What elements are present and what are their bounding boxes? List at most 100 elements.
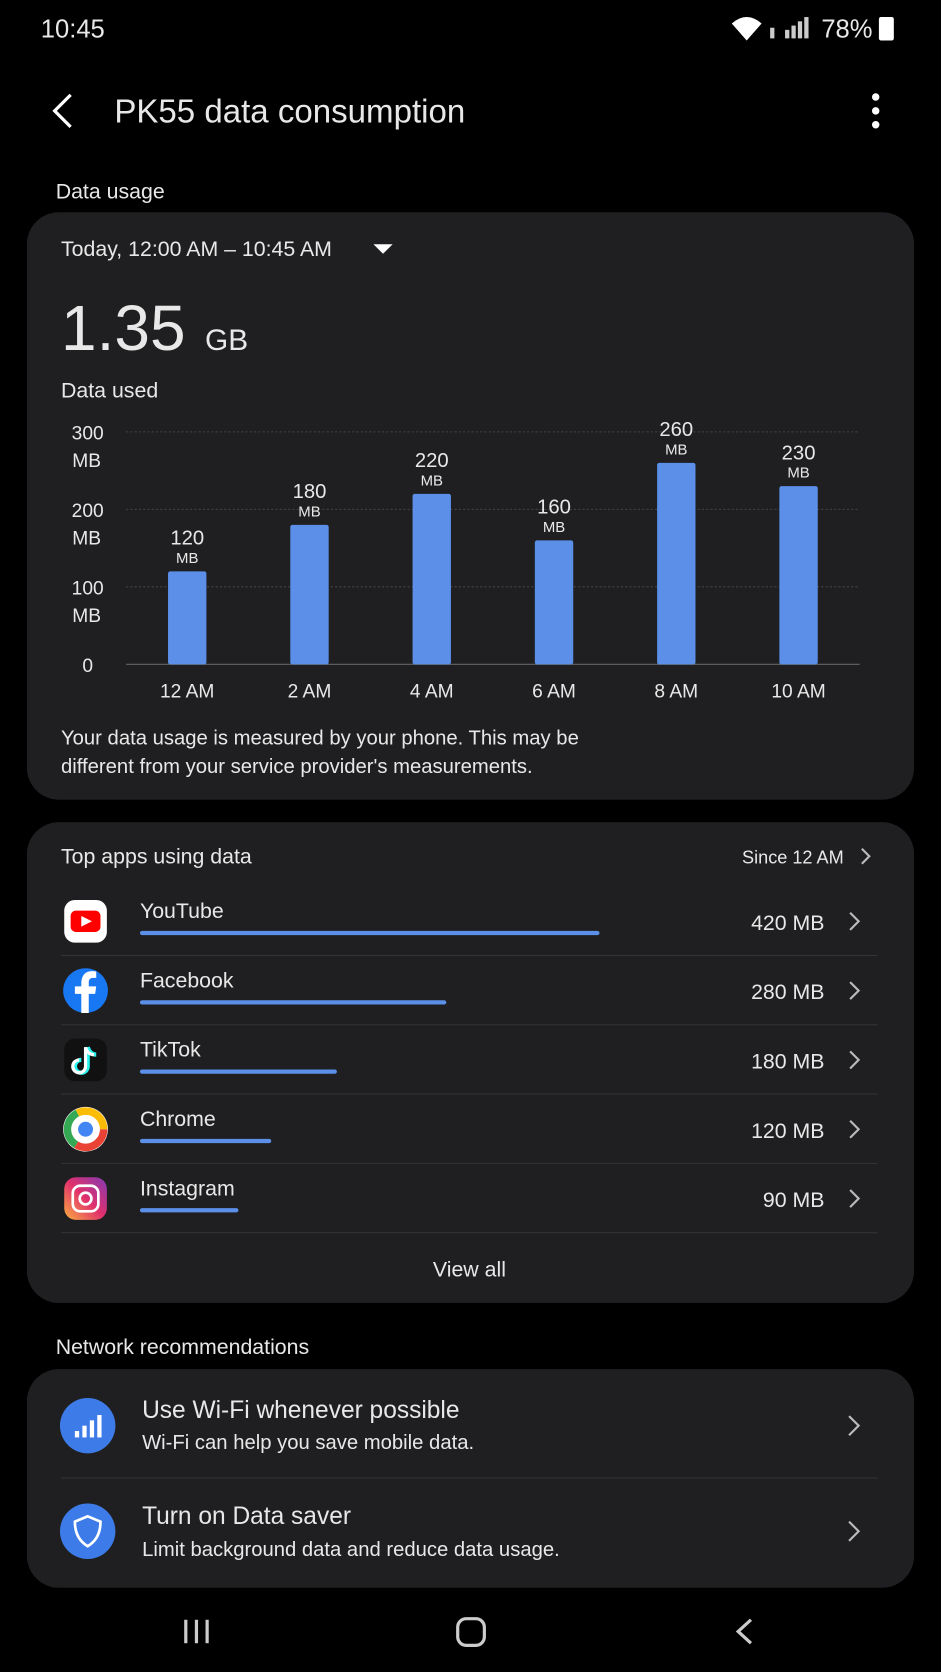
section-label: Network recommendations	[56, 1335, 309, 1359]
value-unit: MB	[421, 472, 443, 489]
value-unit: MB	[543, 519, 565, 536]
chevron	[849, 912, 861, 931]
apps-card	[26, 822, 915, 1304]
view-all[interactable]: View all	[433, 1257, 506, 1281]
y-tick-unit: MB	[72, 451, 101, 472]
usage-bar	[139, 1138, 272, 1144]
x-tick-label: 8 AM	[654, 681, 698, 702]
app-icon-part	[63, 1107, 108, 1152]
usage-bar	[139, 1208, 239, 1213]
value-unit: MB	[298, 503, 320, 520]
x-tick-label: 6 AM	[532, 681, 576, 702]
value-label: 120	[170, 528, 204, 550]
app-icon-part	[74, 971, 97, 1014]
chevron	[849, 981, 861, 1000]
total-usage: 1.35	[61, 292, 186, 364]
usage-bar	[139, 930, 600, 936]
total-unit: GB	[205, 324, 248, 357]
note-line: different from your service provider's m…	[61, 756, 533, 778]
app-icon-part	[71, 1184, 100, 1213]
nav-back-button[interactable]	[735, 1618, 753, 1645]
caption: Data used	[61, 379, 158, 403]
recommendation[interactable]: Turn on Data saver Limit background data…	[59, 1503, 861, 1561]
y-tick-label: 100	[72, 578, 104, 599]
app-usage: 420 MB	[751, 911, 824, 935]
value-label: 160	[537, 497, 571, 519]
app-row[interactable]: Instagram 90 MB	[61, 1176, 878, 1234]
wifi-icon	[731, 17, 762, 41]
app-usage: 90 MB	[763, 1188, 825, 1212]
x-tick-label: 4 AM	[410, 681, 454, 702]
value-label: 220	[415, 450, 449, 472]
app-usage: 120 MB	[751, 1119, 824, 1143]
recents-button[interactable]	[184, 1619, 209, 1644]
app-name: Chrome	[140, 1107, 216, 1131]
chevron[interactable]	[861, 848, 871, 865]
x-tick-label: 10 AM	[771, 681, 825, 702]
rec-subtitle: Wi-Fi can help you save mobile data.	[142, 1432, 474, 1454]
bar	[290, 524, 329, 665]
app-name: TikTok	[140, 1038, 201, 1062]
rec-title: Use Wi-Fi whenever possible	[142, 1397, 459, 1424]
more-menu[interactable]	[871, 93, 880, 129]
battery-text: 78%	[821, 15, 872, 43]
chevron	[849, 1050, 861, 1070]
app-name: YouTube	[140, 899, 224, 923]
app-name: Instagram	[140, 1176, 235, 1200]
bar	[534, 540, 574, 665]
value-label: 260	[659, 419, 693, 441]
app-row[interactable]: Chrome 120 MB	[61, 1106, 878, 1164]
signal-icon	[770, 17, 809, 39]
chevron	[849, 1119, 861, 1139]
bar	[657, 462, 696, 665]
since-link[interactable]: Since 12 AM	[742, 848, 844, 868]
app-usage: 180 MB	[751, 1049, 824, 1073]
recommendation[interactable]: Use Wi-Fi whenever possible Wi-Fi can he…	[59, 1397, 861, 1454]
app-icon-part	[71, 1046, 95, 1075]
value-label: 180	[293, 481, 327, 503]
note-line: Your data usage is measured by your phon…	[61, 727, 579, 749]
app-icon-part	[75, 1119, 96, 1139]
app-row[interactable]: TikTok 180 MB	[61, 1038, 878, 1095]
page-title: PK55 data consumption	[114, 94, 465, 131]
rec-subtitle: Limit background data and reduce data us…	[142, 1539, 560, 1561]
y-tick-label: 300	[72, 423, 104, 444]
value-unit: MB	[176, 550, 198, 567]
usage-bar	[139, 1000, 447, 1005]
dropdown-arrow[interactable]	[373, 244, 393, 254]
app-icon-part	[63, 1107, 108, 1152]
app-usage: 280 MB	[751, 980, 824, 1004]
bar	[412, 493, 451, 665]
value-unit: MB	[665, 441, 687, 458]
app-row[interactable]: Facebook 280 MB	[61, 968, 878, 1026]
usage-bar	[139, 1069, 337, 1074]
period-selector[interactable]: Today, 12:00 AM – 10:45 AM	[61, 237, 332, 261]
back-button[interactable]	[52, 93, 72, 129]
y-tick-label: 200	[72, 501, 104, 522]
bar	[779, 486, 818, 665]
y-axis: 0MB100MB200MB300MB	[72, 423, 104, 677]
battery-icon	[878, 17, 894, 41]
y-tick-unit: MB	[72, 606, 101, 627]
value-label: 230	[782, 442, 816, 464]
x-tick-label: 2 AM	[288, 681, 332, 702]
app-list: YouTube 420 MB Facebook 280 MB TikTok 180 MB C…	[61, 899, 878, 1234]
app-row[interactable]: YouTube 420 MB	[61, 899, 878, 956]
y-tick-label: 0	[82, 656, 93, 677]
status-time: 10:45	[41, 15, 105, 43]
value-unit: MB	[787, 465, 809, 482]
chevron	[849, 1189, 861, 1208]
app-icon-part	[81, 915, 92, 927]
app-icon	[64, 1177, 107, 1220]
bar	[168, 571, 207, 665]
rec-title: Turn on Data saver	[142, 1503, 351, 1530]
x-tick-label: 12 AM	[160, 681, 214, 702]
apps-title: Top apps using data	[61, 845, 252, 869]
app-name: Facebook	[140, 968, 234, 992]
section-label: Data usage	[56, 179, 165, 203]
home-button[interactable]	[456, 1617, 486, 1647]
app-icon-part	[78, 1191, 93, 1206]
